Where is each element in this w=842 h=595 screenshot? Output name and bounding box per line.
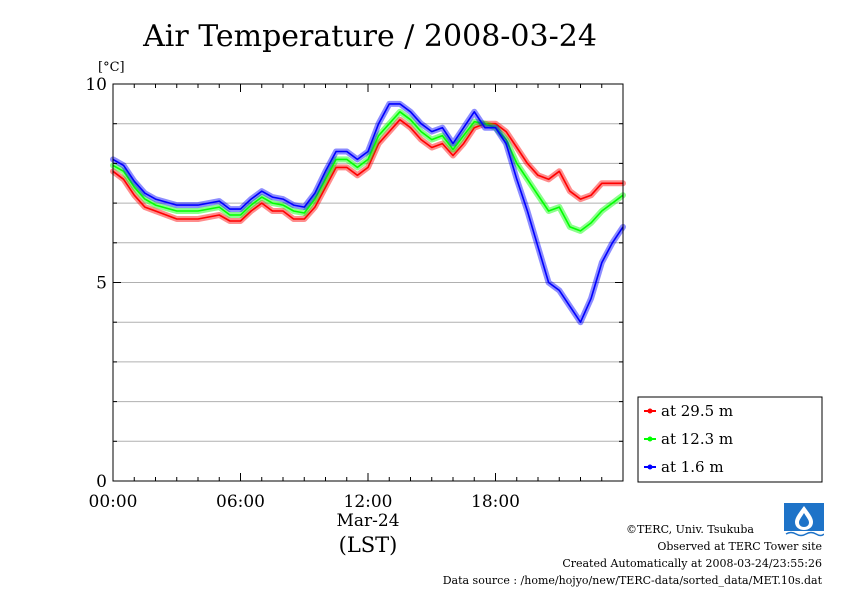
series-band-2 <box>110 108 626 234</box>
series-lines <box>110 100 626 326</box>
legend-marker <box>647 436 653 442</box>
series-line-3 <box>112 103 624 324</box>
legend-box <box>637 396 823 483</box>
credit-copyright: ©TERC, Univ. Tsukuba <box>625 523 754 536</box>
x-tick-label: 06:00 <box>216 492 265 512</box>
credit-created: Created Automatically at 2008-03-24/23:5… <box>562 557 822 570</box>
legend-label: at 29.5 m <box>661 402 733 420</box>
x-tick-label: 18:00 <box>471 492 520 512</box>
y-axis-unit: [°C] <box>98 60 125 75</box>
credit-observed: Observed at TERC Tower site <box>657 540 822 553</box>
y-tick-label: 5 <box>96 274 107 294</box>
series-line-1 <box>112 118 623 222</box>
legend-label: at 1.6 m <box>661 458 724 476</box>
grid <box>113 123 623 442</box>
legend-marker <box>647 464 653 470</box>
terc-logo-icon <box>784 503 824 537</box>
legend-marker <box>647 408 653 414</box>
legend-label: at 12.3 m <box>661 430 733 448</box>
x-axis-label: (LST) <box>339 533 398 557</box>
axis-ticks: 0 5 10 00:00 06:00 12:00 18:00 <box>85 75 624 512</box>
x-tick-label: 00:00 <box>89 492 138 512</box>
credit-source: Data source : /home/hojyo/new/TERC-data/… <box>442 574 822 587</box>
series-line-2 <box>112 111 624 232</box>
legend: at 29.5 m at 12.3 m at 1.6 m <box>637 396 823 483</box>
x-axis-date-label: Mar-24 <box>336 511 399 531</box>
chart-title: Air Temperature / 2008-03-24 <box>142 19 597 54</box>
x-tick-label: 12:00 <box>344 492 393 512</box>
y-tick-label: 0 <box>96 472 107 492</box>
y-tick-label: 10 <box>85 75 107 95</box>
